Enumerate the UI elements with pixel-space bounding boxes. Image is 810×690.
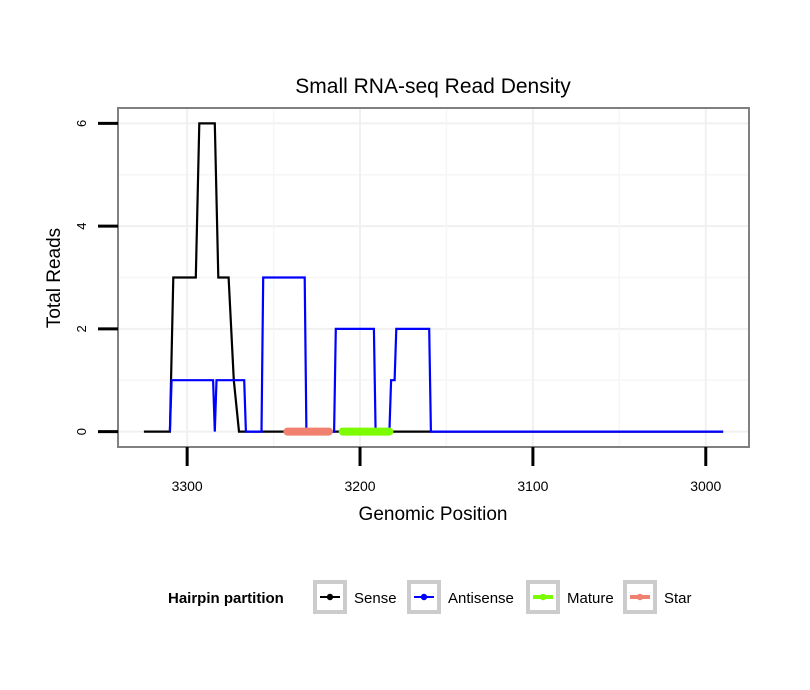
y-tick-label: 0 (74, 428, 89, 435)
legend-key-dot (539, 593, 547, 601)
x-tick-label: 3000 (690, 478, 721, 494)
legend-label: Star (664, 590, 692, 607)
legend-label: Antisense (448, 590, 514, 607)
legend-item-sense: Sense (313, 580, 397, 614)
x-axis: 3300 3200 3100 3000 (172, 447, 722, 494)
legend-label: Mature (567, 590, 614, 607)
legend-label: Sense (354, 590, 397, 607)
y-tick-label: 6 (74, 120, 89, 127)
series-layer (143, 122, 724, 436)
series-line-sense (143, 122, 724, 433)
legend-item-mature: Mature (526, 580, 614, 614)
legend-title: Hairpin partition (168, 590, 284, 607)
plot-panel-border (117, 107, 750, 448)
x-tick-label: 3200 (344, 478, 375, 494)
y-axis: 0 2 4 6 (74, 120, 118, 435)
grid-lines (118, 108, 749, 447)
chart-title: Small RNA-seq Read Density (295, 75, 571, 98)
y-tick-label: 2 (74, 325, 89, 332)
legend: Hairpin partition Sense Antisense Mature St… (168, 580, 692, 614)
legend-key-dot (636, 593, 644, 601)
legend-key-dot (420, 593, 428, 601)
x-axis-label: Genomic Position (359, 504, 508, 525)
legend-item-star: Star (623, 580, 692, 614)
x-tick-label: 3100 (517, 478, 548, 494)
y-axis-label: Total Reads (44, 228, 65, 328)
legend-key-dot (326, 593, 334, 601)
legend-item-antisense: Antisense (407, 580, 514, 614)
y-tick-label: 4 (74, 223, 89, 230)
x-tick-label: 3300 (172, 478, 203, 494)
